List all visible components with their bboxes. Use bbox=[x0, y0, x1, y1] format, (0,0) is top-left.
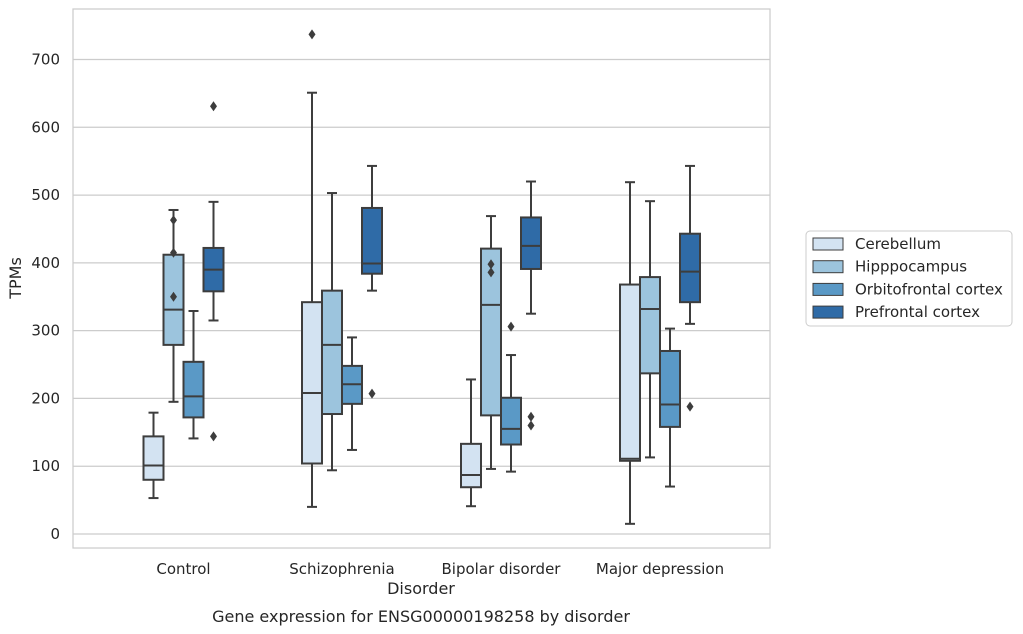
legend-label: Hipppocampus bbox=[855, 258, 967, 276]
box-body bbox=[500, 396, 522, 446]
outlier-point bbox=[527, 411, 535, 422]
legend-swatch bbox=[812, 305, 844, 319]
y-tick-label: 400 bbox=[31, 254, 60, 272]
box-body bbox=[301, 301, 323, 465]
box-body bbox=[182, 360, 205, 419]
box-body bbox=[321, 289, 343, 416]
box bbox=[659, 327, 681, 488]
box bbox=[202, 101, 225, 442]
outlier-point bbox=[210, 431, 217, 442]
outlier-point bbox=[368, 388, 376, 399]
legend-item: Prefrontal cortex bbox=[812, 303, 980, 321]
y-axis-label: TPMs bbox=[6, 257, 25, 300]
box-body bbox=[142, 435, 165, 481]
box bbox=[162, 208, 185, 403]
legend-label: Cerebellum bbox=[855, 235, 941, 253]
outlier-point bbox=[170, 247, 177, 258]
box bbox=[460, 378, 482, 508]
legend-item: Hipppocampus bbox=[812, 258, 967, 276]
box bbox=[480, 215, 502, 470]
outlier-point bbox=[527, 420, 535, 431]
box-body bbox=[619, 283, 641, 462]
x-axis-label: Disorder bbox=[387, 579, 455, 598]
box bbox=[619, 181, 641, 525]
y-tick-label: 100 bbox=[31, 457, 60, 475]
box-body bbox=[460, 442, 482, 489]
legend-label: Prefrontal cortex bbox=[855, 303, 980, 321]
box bbox=[639, 200, 661, 459]
outlier-point bbox=[686, 401, 694, 412]
y-tick-label: 500 bbox=[31, 186, 60, 204]
box bbox=[500, 321, 522, 473]
box-body bbox=[480, 247, 502, 417]
box bbox=[182, 309, 205, 440]
outlier-point bbox=[487, 259, 495, 270]
box bbox=[679, 164, 701, 412]
legend-swatch bbox=[812, 260, 844, 274]
outlier-point bbox=[170, 215, 177, 226]
box bbox=[520, 180, 542, 431]
box-body bbox=[679, 232, 701, 304]
outlier-point bbox=[210, 101, 217, 112]
legend-swatch bbox=[812, 237, 844, 251]
legend-label: Orbitofrontal cortex bbox=[855, 280, 1003, 298]
outlier-point bbox=[487, 267, 495, 278]
legend-swatch bbox=[812, 282, 844, 296]
legend-item: Cerebellum bbox=[812, 235, 941, 253]
x-tick-label: Control bbox=[156, 560, 210, 578]
x-tick-label: Bipolar disorder bbox=[442, 560, 562, 578]
y-tick-label: 700 bbox=[31, 51, 60, 69]
box bbox=[321, 192, 343, 472]
outlier-point bbox=[308, 29, 316, 40]
box bbox=[142, 411, 165, 500]
x-tick-labels: Control Schizophrenia Bipolar disorder Majo… bbox=[156, 560, 724, 578]
y-tick-labels: 0 100 200 300 400 500 600 700 bbox=[31, 51, 60, 544]
box-series bbox=[142, 29, 701, 525]
legend-frame bbox=[805, 230, 1013, 327]
box-body bbox=[659, 349, 681, 428]
series-orbitofrontal-cortex bbox=[182, 309, 681, 488]
outlier-point bbox=[170, 291, 177, 302]
legend: Cerebellum Hipppocampus Orbitofrontal cort… bbox=[805, 230, 1013, 327]
series-prefrontal-cortex bbox=[202, 101, 701, 442]
plot-frame bbox=[72, 8, 771, 549]
x-tick-label: Schizophrenia bbox=[289, 560, 394, 578]
y-tick-label: 600 bbox=[31, 118, 60, 136]
box-body bbox=[361, 206, 383, 275]
y-tick-label: 0 bbox=[50, 525, 60, 543]
box-body bbox=[639, 276, 661, 375]
legend-items: Cerebellum Hipppocampus Orbitofrontal cort… bbox=[812, 235, 1003, 321]
series-cerebellum bbox=[142, 29, 641, 525]
box bbox=[361, 164, 383, 399]
outlier-point bbox=[507, 321, 515, 332]
box bbox=[301, 29, 323, 508]
y-tick-label: 300 bbox=[31, 322, 60, 340]
x-tick-label: Major depression bbox=[596, 560, 724, 578]
box-body bbox=[520, 216, 542, 270]
series-hipppocampus bbox=[162, 192, 661, 472]
chart-caption: Gene expression for ENSG00000198258 by d… bbox=[212, 607, 630, 626]
box bbox=[341, 336, 363, 451]
legend-item: Orbitofrontal cortex bbox=[812, 280, 1003, 298]
y-tick-label: 200 bbox=[31, 389, 60, 407]
